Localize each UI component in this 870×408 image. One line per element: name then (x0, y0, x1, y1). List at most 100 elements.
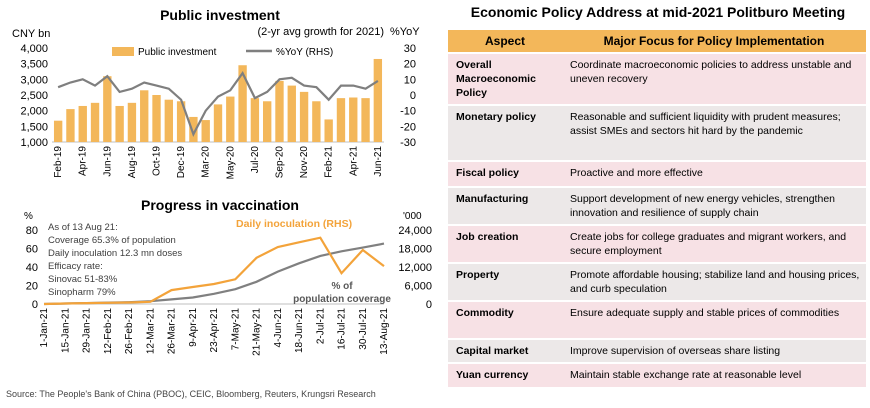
table-row: Monetary policy Reasonable and sufficient… (448, 104, 866, 161)
investment-bar (312, 101, 321, 142)
investment-bar (201, 120, 210, 142)
table-header-row: Aspect Major Focus for Policy Implementa… (448, 30, 866, 53)
daily-series-label: Daily inoculation (RHS) (236, 218, 352, 230)
x-tick-label: Jun-21 (373, 146, 384, 177)
row-aspect: Manufacturing (448, 186, 562, 225)
left-axis-unit: CNY bn (12, 28, 50, 40)
annotation-line: Daily inoculation 12.3 mn doses (48, 248, 182, 259)
x-tick-label: 30-Jul-21 (358, 308, 369, 350)
investment-bar (373, 58, 383, 142)
y-right-tick-label: 20 (404, 59, 416, 71)
investment-bar (176, 101, 186, 142)
y-left-tick-label: 20 (26, 281, 38, 293)
yoy-series-line (57, 70, 379, 137)
legend-swatch-bar (112, 47, 134, 56)
row-aspect: Job creation (448, 224, 562, 263)
x-tick-label: 29-Jan-21 (82, 308, 93, 353)
x-tick-label: 12-Feb-21 (103, 308, 114, 355)
x-tick-label: 12-Mar-21 (145, 308, 156, 355)
row-aspect: Commodity (448, 300, 562, 339)
row-focus: Promote affordable housing; stabilize la… (562, 262, 866, 301)
row-focus: Reasonable and sufficient liquidity with… (562, 104, 866, 161)
vaccination-chart-title: Progress in vaccination (141, 197, 299, 213)
public-investment-chart: Public investment (2-yr avg growth for 2… (12, 7, 420, 180)
daily-series-line (43, 236, 385, 306)
y-right-tick-label: -10 (400, 106, 416, 118)
table-row: Fiscal policy Proactive and more effectiv… (448, 160, 866, 187)
x-tick-label: 2-Jul-21 (315, 308, 326, 345)
investment-bar (299, 91, 309, 142)
annotation-line: Efficacy rate: (48, 261, 103, 272)
vac-right-unit: '000 (403, 211, 422, 222)
source-note: Source: The People's Bank of China (PBOC… (6, 389, 376, 399)
y-left-tick-label: 4,000 (20, 43, 48, 55)
investment-bar (66, 109, 75, 142)
x-tick-label: 1-Jan-21 (39, 308, 50, 348)
row-focus: Coordinate macroeconomic policies to add… (562, 52, 866, 105)
x-tick-label: 26-Mar-21 (167, 308, 178, 355)
investment-bar (164, 99, 173, 142)
policy-table-title: Economic Policy Address at mid-2021 Poli… (470, 4, 846, 20)
row-aspect: Fiscal policy (448, 160, 562, 187)
vaccination-annotation: As of 13 Aug 21: Coverage 65.3% of popul… (48, 222, 182, 298)
investment-bar (78, 105, 87, 142)
policy-table: Aspect Major Focus for Policy Implementa… (448, 30, 866, 387)
table-row: Capital market Improve supervision of ove… (448, 338, 866, 363)
vac-left-unit: % (24, 211, 33, 222)
right-axis-unit: %YoY (390, 26, 420, 38)
investment-bar (90, 102, 100, 142)
row-aspect: Capital market (448, 338, 562, 363)
x-tick-label: 16-Jul-21 (337, 308, 348, 350)
row-focus: Proactive and more effective (562, 160, 866, 187)
policy-panel: Economic Policy Address at mid-2021 Poli… (448, 0, 868, 408)
header-focus: Major Focus for Policy Implementation (562, 30, 866, 53)
investment-bar (275, 80, 284, 142)
table-row: Property Promote affordable housing; stab… (448, 262, 866, 301)
y-right-tick-label: 6,000 (404, 281, 432, 293)
annotation-line: Sinopharm 79% (48, 287, 116, 298)
annotation-line: Coverage 65.3% of population (48, 235, 176, 246)
annotation-line: Sinovac 51-83% (48, 274, 118, 285)
investment-bar (238, 65, 247, 142)
header-aspect: Aspect (448, 30, 562, 53)
row-aspect: Overall Macroeconomic Policy (448, 52, 562, 105)
y-right-tick-label: 30 (404, 43, 416, 55)
row-aspect: Monetary policy (448, 104, 562, 161)
x-tick-label: 21-May-21 (252, 308, 263, 356)
investment-bar (140, 90, 149, 142)
x-tick-label: Aug-19 (127, 146, 138, 179)
coverage-series-label-1: % of (331, 281, 353, 292)
investment-bar (103, 76, 112, 142)
investment-bar (152, 95, 161, 142)
x-tick-label: 13-Aug-21 (379, 308, 390, 355)
y-left-tick-label: 3,000 (20, 74, 48, 86)
x-tick-label: 4-Jun-21 (273, 308, 284, 348)
row-focus: Improve supervision of overseas share li… (562, 338, 866, 363)
y-left-tick-label: 60 (26, 244, 38, 256)
table-row: Manufacturing Support development of new … (448, 186, 866, 225)
investment-chart-title: Public investment (160, 7, 280, 23)
x-tick-label: Apr-19 (78, 146, 89, 176)
investment-bar (189, 116, 198, 142)
table-row: Commodity Ensure adequate supply and stab… (448, 300, 866, 339)
x-tick-label: Mar-20 (201, 146, 212, 178)
investment-bar (127, 102, 137, 142)
investment-bar (349, 97, 358, 142)
x-tick-label: 23-Apr-21 (209, 308, 220, 353)
y-left-tick-label: 3,500 (20, 59, 48, 71)
investment-bar (361, 98, 370, 142)
y-right-tick-label: 0 (426, 299, 432, 311)
investment-bar (53, 120, 63, 142)
y-right-tick-label: 12,000 (398, 262, 432, 274)
x-tick-label: May-20 (225, 146, 236, 180)
investment-bar (226, 96, 235, 142)
y-left-tick-label: 2,500 (20, 90, 48, 102)
y-right-tick-label: 10 (404, 74, 416, 86)
x-tick-label: 7-May-21 (230, 308, 241, 351)
investment-bar (213, 104, 223, 142)
legend-line-label: %YoY (RHS) (276, 47, 333, 58)
annotation-line: As of 13 Aug 21: (48, 222, 118, 233)
x-tick-label: 15-Jan-21 (60, 308, 71, 353)
table-row: Yuan currency Maintain stable exchange ra… (448, 362, 866, 387)
x-tick-label: Nov-20 (299, 146, 310, 179)
